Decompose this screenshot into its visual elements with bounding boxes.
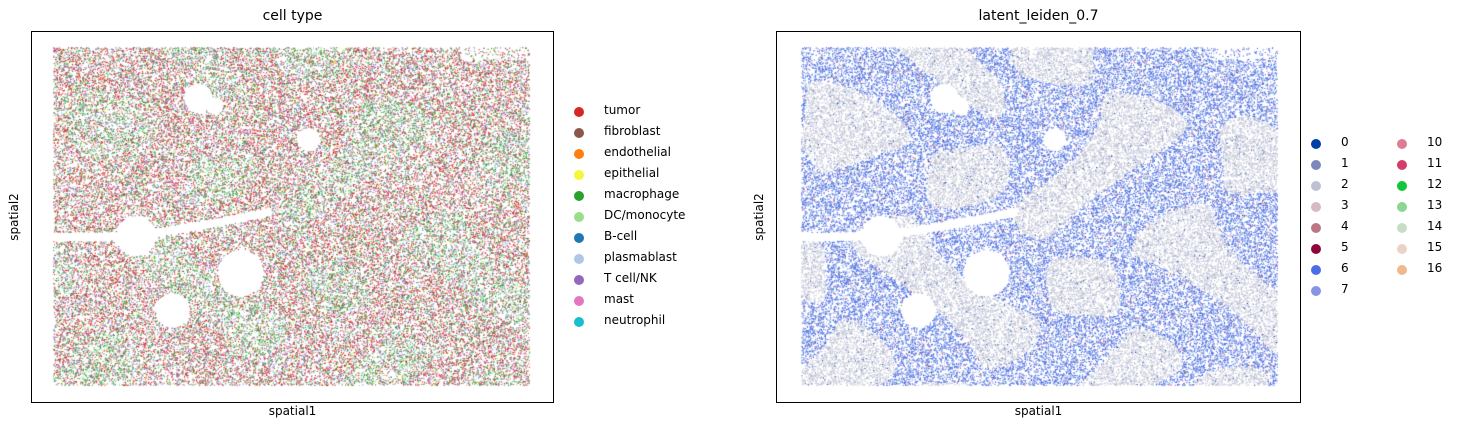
legend-label: mast	[604, 292, 634, 306]
legend-marker-icon	[1311, 202, 1321, 212]
legend-label: 16	[1427, 261, 1443, 275]
legend-marker-icon	[574, 170, 584, 180]
legend-label: fibroblast	[604, 124, 661, 138]
legend-label: 10	[1427, 135, 1443, 149]
legend-marker-icon	[1311, 181, 1321, 191]
legend-marker-icon	[1397, 265, 1407, 275]
legend-marker-icon	[1397, 139, 1407, 149]
legend-marker-icon	[574, 212, 584, 222]
legend-marker-icon	[574, 149, 584, 159]
legend-label: 0	[1341, 135, 1349, 149]
cell-type-scatter-points	[31, 31, 554, 403]
legend-label: 14	[1427, 219, 1443, 233]
legend-label: 12	[1427, 177, 1443, 191]
leiden-scatter-points	[776, 31, 1301, 403]
legend-label: endothelial	[604, 145, 671, 159]
legend-marker-icon	[574, 254, 584, 264]
legend-label: 1	[1341, 156, 1349, 170]
legend-marker-icon	[1311, 265, 1321, 275]
legend-label: 4	[1341, 219, 1349, 233]
legend-label: tumor	[604, 103, 641, 117]
legend-marker-icon	[1311, 139, 1321, 149]
legend-marker-icon	[1397, 244, 1407, 254]
leiden-ylabel: spatial2	[752, 193, 766, 241]
legend-marker-icon	[1311, 286, 1321, 296]
legend-marker-icon	[574, 275, 584, 285]
legend-label: 7	[1341, 282, 1349, 296]
legend-label: epithelial	[604, 166, 660, 180]
leiden-legend: 0 1 2 3 4 5 6 7 10 11 12 13 14 15 16	[1311, 135, 1456, 296]
legend-label: 6	[1341, 261, 1349, 275]
legend-marker-icon	[1311, 223, 1321, 233]
legend-marker-icon	[574, 128, 584, 138]
cell-type-ylabel: spatial2	[7, 193, 21, 241]
legend-label: 15	[1427, 240, 1443, 254]
legend-marker-icon	[574, 317, 584, 327]
leiden-title: latent_leiden_0.7	[978, 8, 1099, 24]
cell-type-xlabel: spatial1	[268, 404, 317, 418]
legend-marker-icon	[1311, 160, 1321, 170]
legend-marker-icon	[1397, 202, 1407, 212]
legend-label: 13	[1427, 198, 1443, 212]
legend-label: T cell/NK	[604, 271, 657, 285]
leiden-xlabel: spatial1	[1014, 404, 1063, 418]
legend-marker-icon	[1397, 223, 1407, 233]
cell-type-panel: cell type spatial1 spatial2 tumor fibrobl…	[7, 8, 724, 418]
legend-marker-icon	[1397, 160, 1407, 170]
legend-marker-icon	[1311, 244, 1321, 254]
legend-marker-icon	[574, 191, 584, 201]
legend-label: DC/monocyte	[604, 208, 686, 222]
legend-label: macrophage	[604, 187, 680, 201]
legend-marker-icon	[1397, 181, 1407, 191]
cell-type-title: cell type	[262, 8, 323, 24]
legend-marker-icon	[574, 296, 584, 306]
legend-label: neutrophil	[604, 313, 666, 327]
legend-label: B-cell	[604, 229, 638, 243]
legend-label: 3	[1341, 198, 1349, 212]
legend-marker-icon	[574, 107, 584, 117]
legend-label: 5	[1341, 240, 1349, 254]
legend-marker-icon	[574, 233, 584, 243]
legend-label: plasmablast	[604, 250, 677, 264]
cell-type-legend: tumor fibroblast endothelial epithelial macr…	[574, 103, 724, 334]
legend-label: 11	[1427, 156, 1443, 170]
legend-label: 2	[1341, 177, 1349, 191]
